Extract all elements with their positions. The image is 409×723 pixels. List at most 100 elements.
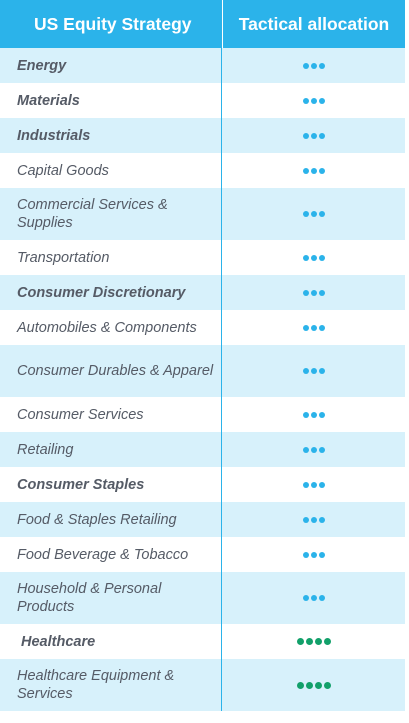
allocation-dot-icon	[310, 97, 317, 104]
allocation-cell	[222, 254, 405, 261]
sector-label: Retailing	[17, 441, 74, 458]
allocation-cell	[222, 132, 405, 139]
allocation-dot-icon	[302, 595, 309, 601]
allocation-dot-icon	[305, 638, 313, 645]
allocation-dot-icon	[302, 516, 309, 523]
allocation-dot-icon	[302, 97, 309, 104]
allocation-dot-icon	[310, 62, 317, 69]
sector-label: Transportation	[17, 249, 110, 266]
allocation-dot-icon	[302, 62, 309, 69]
allocation-dot-icon	[302, 551, 309, 558]
column-divider	[221, 48, 222, 711]
allocation-dot-icon	[310, 481, 317, 488]
allocation-dot-icon	[318, 516, 325, 523]
allocation-dot-icon	[318, 289, 325, 296]
sector-label: Industrials	[17, 127, 91, 144]
sector-label: Consumer Durables & Apparel	[17, 363, 214, 379]
allocation-dots	[302, 132, 325, 139]
allocation-dots	[302, 446, 325, 453]
allocation-dot-icon	[318, 368, 325, 374]
allocation-dot-icon	[310, 446, 317, 453]
allocation-dot-icon	[318, 254, 325, 261]
table-row: Consumer Services	[0, 397, 405, 432]
table-row: Energy	[0, 48, 405, 83]
allocation-dot-icon	[318, 62, 325, 69]
allocation-dot-icon	[318, 132, 325, 139]
allocation-dot-icon	[318, 446, 325, 453]
table-body: Energy Materials Industrials Capital Goods C…	[0, 48, 405, 711]
allocation-cell	[222, 411, 405, 418]
sector-label: Consumer Discretionary	[17, 284, 186, 301]
allocation-dot-icon	[318, 211, 325, 217]
allocation-dot-icon	[302, 368, 309, 374]
table-row: Consumer Staples	[0, 467, 405, 502]
allocation-dot-icon	[310, 289, 317, 296]
allocation-cell	[222, 97, 405, 104]
allocation-dots	[302, 516, 325, 523]
sector-label: Household & Personal Products	[17, 581, 162, 615]
allocation-dots	[302, 211, 325, 217]
allocation-dot-icon	[310, 324, 317, 331]
table-row: Household & Personal Products	[0, 572, 405, 624]
allocation-dot-icon	[310, 411, 317, 418]
sector-label: Capital Goods	[17, 162, 109, 179]
header-allocation: Tactical allocation	[222, 0, 405, 48]
allocation-dot-icon	[323, 681, 331, 689]
allocation-dot-icon	[310, 167, 317, 174]
allocation-dot-icon	[314, 638, 322, 645]
allocation-cell	[222, 516, 405, 523]
allocation-dots	[302, 167, 325, 174]
sector-label: Materials	[17, 92, 80, 109]
allocation-dots	[302, 481, 325, 488]
header-strategy: US Equity Strategy	[34, 13, 192, 34]
allocation-cell	[222, 167, 405, 174]
allocation-dots	[302, 551, 325, 558]
allocation-dot-icon	[318, 411, 325, 418]
allocation-dot-icon	[302, 481, 309, 488]
allocation-dot-icon	[318, 551, 325, 558]
allocation-cell	[222, 324, 405, 331]
allocation-dot-icon	[323, 638, 331, 645]
allocation-cell	[222, 446, 405, 453]
allocation-dot-icon	[302, 446, 309, 453]
allocation-dots	[302, 368, 325, 374]
allocation-cell	[222, 681, 405, 689]
allocation-dots	[302, 289, 325, 296]
sector-label: Commercial Services & Supplies	[17, 197, 168, 231]
allocation-cell	[222, 368, 405, 374]
allocation-dot-icon	[310, 551, 317, 558]
table-row: Industrials	[0, 118, 405, 153]
allocation-cell	[222, 62, 405, 69]
sector-label: Consumer Services	[17, 406, 144, 423]
allocation-dot-icon	[302, 132, 309, 139]
allocation-dot-icon	[302, 411, 309, 418]
allocation-dot-icon	[310, 132, 317, 139]
table-row: Capital Goods	[0, 153, 405, 188]
table-row: Consumer Durables & Apparel	[0, 345, 405, 397]
sector-label: Automobiles & Components	[17, 319, 197, 336]
table-row: Consumer Discretionary	[0, 275, 405, 310]
allocation-dot-icon	[310, 211, 317, 217]
sector-label: Food Beverage & Tobacco	[17, 546, 189, 563]
allocation-dot-icon	[314, 681, 322, 689]
table-row: Automobiles & Components	[0, 310, 405, 345]
table-header: US Equity Strategy Tactical allocation	[0, 0, 405, 48]
sector-label: Consumer Staples	[17, 476, 145, 493]
table-row: Retailing	[0, 432, 405, 467]
allocation-dot-icon	[302, 289, 309, 296]
allocation-dots	[302, 97, 325, 104]
allocation-cell	[222, 211, 405, 217]
allocation-dot-icon	[302, 211, 309, 217]
allocation-dots	[302, 595, 325, 601]
allocation-dot-icon	[318, 324, 325, 331]
allocation-dot-icon	[310, 368, 317, 374]
allocation-dots	[296, 681, 331, 689]
allocation-dot-icon	[310, 595, 317, 601]
table-row: Materials	[0, 83, 405, 118]
table-row: Commercial Services & Supplies	[0, 188, 405, 240]
table-row: Healthcare Equipment & Services	[0, 659, 405, 711]
allocation-dots	[302, 324, 325, 331]
allocation-cell	[222, 638, 405, 645]
allocation-dot-icon	[318, 595, 325, 601]
